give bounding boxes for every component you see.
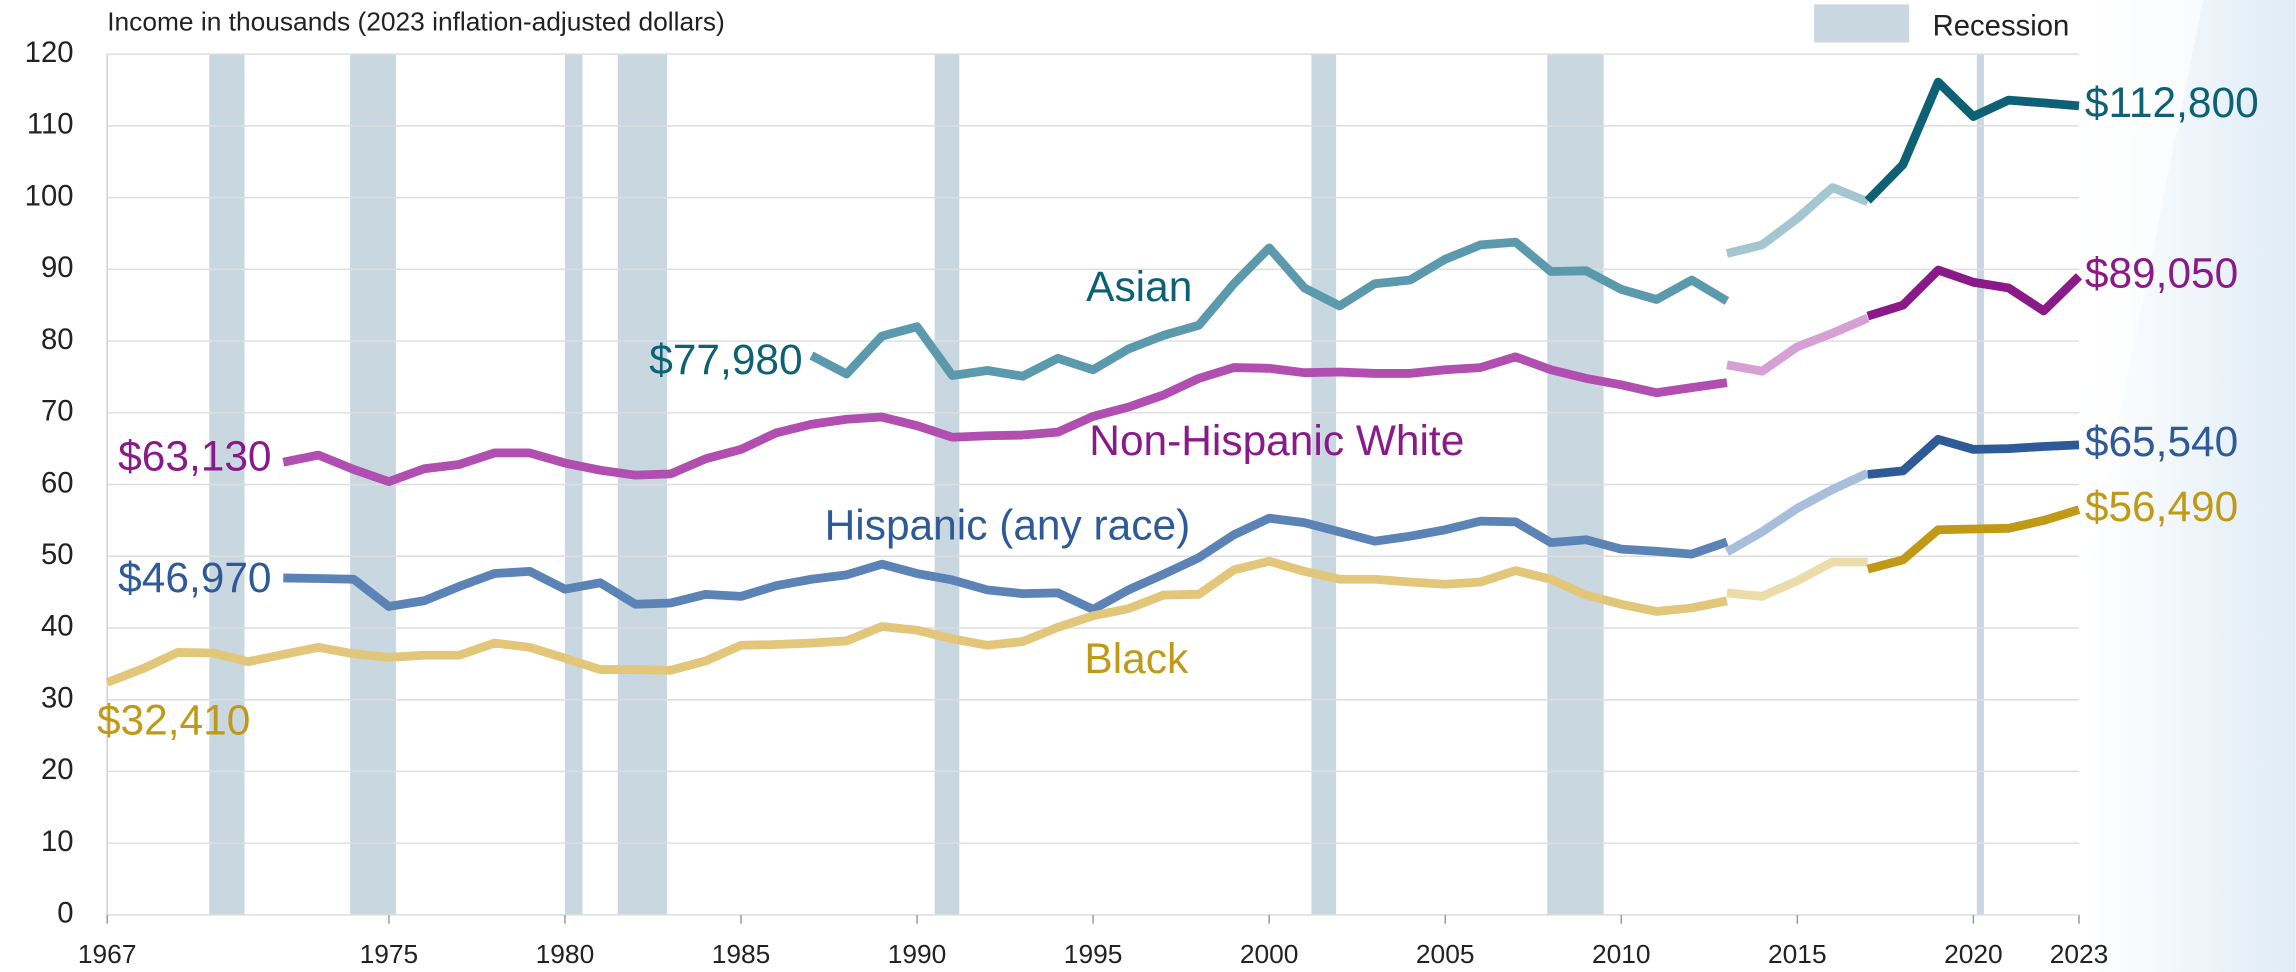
y-tick-label: 40: [41, 611, 74, 643]
value-label: $46,970: [118, 554, 271, 601]
series-label: Hispanic (any race): [825, 502, 1191, 549]
x-tick-label: 2023: [2050, 939, 2109, 969]
x-tick-label: 1995: [1064, 939, 1123, 969]
series-line: [282, 352, 1728, 486]
x-tick-label: 2005: [1416, 939, 1475, 969]
x-tick-label: 1980: [536, 939, 595, 969]
x-tick-label: 1975: [360, 939, 419, 969]
y-tick-label: 30: [41, 682, 74, 714]
x-tick-label: 1985: [712, 939, 771, 969]
x-tick-label: 1967: [78, 939, 137, 969]
y-tick-label: 120: [25, 37, 74, 69]
x-tick-label: 2015: [1768, 939, 1827, 969]
series-line: [1724, 469, 1870, 556]
series-line: [1866, 505, 2081, 574]
y-tick-label: 110: [27, 109, 74, 141]
series-line: [1864, 77, 2080, 204]
y-tick-label: 20: [41, 754, 74, 786]
y-tick-label: 70: [41, 396, 74, 428]
y-tick-label: 50: [41, 539, 74, 571]
series-label: Black: [1084, 635, 1189, 682]
series-line: [1726, 314, 1870, 376]
series-label: Non-Hispanic White: [1089, 417, 1464, 464]
series-line: [1867, 434, 2080, 479]
series-line: [1726, 557, 1868, 601]
value-label: $63,130: [118, 432, 271, 479]
background-decoration: [2079, 0, 2296, 972]
series-label: Asian: [1086, 263, 1192, 310]
y-tick-label: 80: [41, 324, 74, 356]
value-label: $112,800: [2085, 79, 2259, 126]
x-tick-label: 1990: [888, 939, 947, 969]
x-tick-label: 2020: [1944, 939, 2003, 969]
axis-title: Income in thousands (2023 inflation-adju…: [107, 6, 725, 36]
y-tick-label: 60: [41, 467, 74, 499]
value-label: $89,050: [2085, 249, 2238, 296]
x-tick-label: 2010: [1592, 939, 1651, 969]
value-label: $32,410: [97, 697, 250, 744]
y-tick-label: 0: [57, 898, 73, 930]
series-line: [283, 513, 1729, 614]
value-label: $77,980: [649, 336, 802, 383]
series-line: [809, 237, 1730, 381]
y-tick-label: 100: [25, 180, 74, 212]
value-label: $65,540: [2085, 418, 2238, 465]
value-label: $56,490: [2085, 483, 2238, 530]
y-tick-label: 10: [41, 826, 74, 858]
series-line: [1866, 265, 2083, 321]
y-tick-label: 90: [41, 252, 74, 284]
legend-swatch: [1814, 4, 1910, 43]
legend-label: Recession: [1933, 11, 2070, 43]
series-line: [105, 556, 1728, 687]
x-tick-label: 2000: [1240, 939, 1299, 969]
series-line: [1725, 183, 1870, 258]
